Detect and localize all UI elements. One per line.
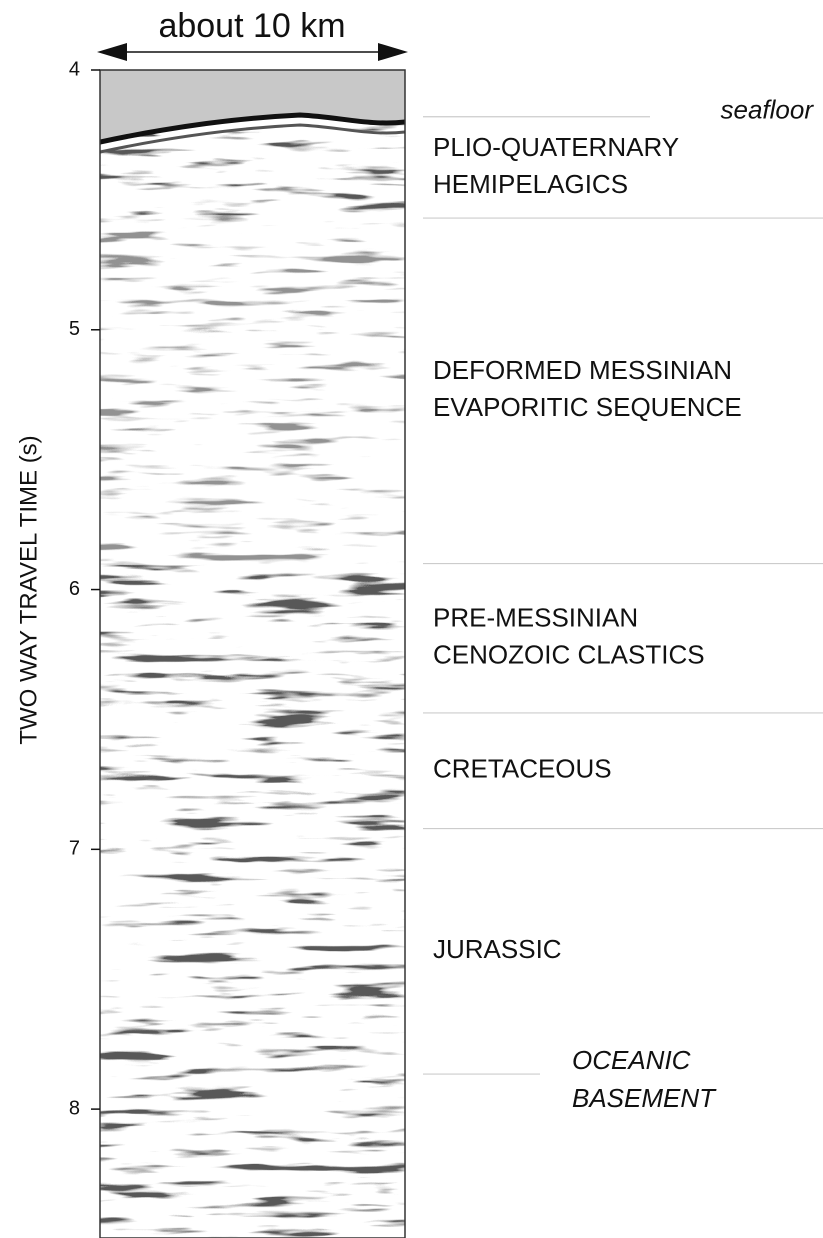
unit-label: PLIO-QUATERNARY <box>433 132 679 162</box>
seismic-section <box>100 70 405 1238</box>
y-tick-label: 8 <box>69 1097 80 1119</box>
y-tick-label: 6 <box>69 578 80 600</box>
unit-label: HEMIPELAGICS <box>433 169 628 199</box>
unit-label: DEFORMED MESSINIAN <box>433 355 732 385</box>
horizon-label: OCEANIC <box>572 1045 691 1075</box>
y-tick-label: 7 <box>69 838 80 860</box>
unit-label: CENOZOIC CLASTICS <box>433 640 705 670</box>
scale-arrow <box>378 43 408 61</box>
y-tick-label: 4 <box>69 58 80 80</box>
y-tick-label: 5 <box>69 318 80 340</box>
unit-label: PRE-MESSINIAN <box>433 603 638 633</box>
unit-label: JURASSIC <box>433 934 562 964</box>
scale-arrow <box>97 43 127 61</box>
unit-label: EVAPORITIC SEQUENCE <box>433 392 742 422</box>
horizon-label: BASEMENT <box>572 1083 717 1113</box>
y-axis-label: TWO WAY TRAVEL TIME (s) <box>15 435 42 744</box>
scale-label: about 10 km <box>158 7 345 45</box>
panel-frame <box>99 69 406 1238</box>
horizon-label: seafloor <box>721 95 815 125</box>
unit-label: CRETACEOUS <box>433 754 612 784</box>
